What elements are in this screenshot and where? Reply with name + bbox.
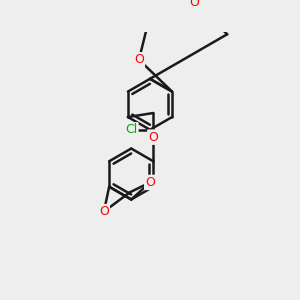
Text: O: O (189, 0, 199, 9)
Text: O: O (148, 130, 158, 144)
Text: O: O (134, 53, 144, 66)
Text: O: O (145, 176, 155, 189)
Text: O: O (99, 205, 109, 218)
Text: Cl: Cl (125, 123, 137, 136)
